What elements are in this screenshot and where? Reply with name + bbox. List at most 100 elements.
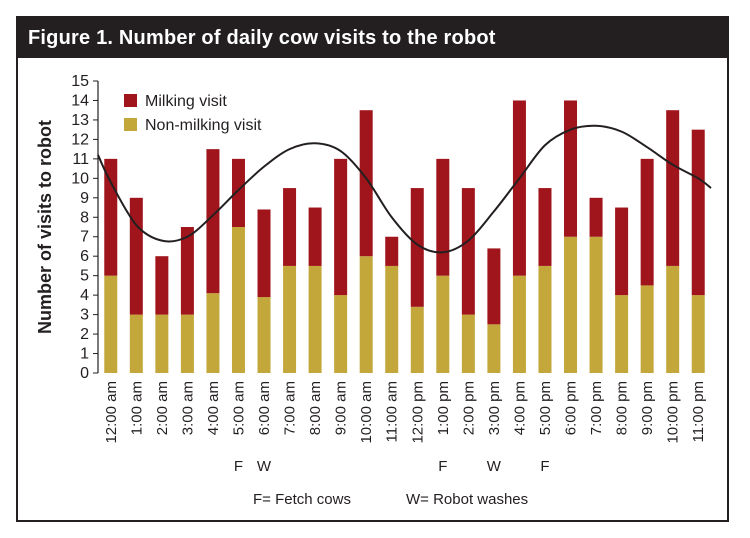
bar-non-milking	[691, 295, 705, 373]
note-robot-washes: W= Robot washes	[406, 491, 528, 508]
x-tick-label: 6:00 pm	[563, 381, 580, 435]
bar-non-milking	[180, 314, 194, 373]
bar-milking	[487, 248, 501, 325]
x-tick-label: 5:00 pm	[537, 381, 554, 435]
bar-non-milking	[129, 314, 143, 373]
x-tick-label: 9:00 am	[333, 381, 350, 435]
bar-non-milking	[487, 324, 501, 373]
x-tick-label: 2:00 am	[154, 381, 171, 435]
bar-non-milking	[461, 314, 475, 373]
bar-non-milking	[410, 306, 424, 373]
x-tick-label: 4:00 am	[205, 381, 222, 435]
y-tick-label: 10	[71, 170, 89, 187]
bar-non-milking	[257, 297, 271, 373]
y-tick-label: 12	[71, 131, 89, 148]
x-tick-label: 2:00 pm	[460, 381, 477, 435]
bar-non-milking	[385, 265, 399, 373]
bar-milking	[410, 188, 424, 307]
bar-milking	[129, 197, 143, 315]
bar-milking	[436, 158, 450, 276]
x-tick-label: 11:00 am	[384, 381, 401, 442]
bar-non-milking	[283, 265, 297, 373]
bar-non-milking	[436, 275, 450, 373]
x-tick-label: 12:00 am	[103, 381, 120, 444]
y-tick-label: 4	[80, 287, 89, 304]
x-tick-label: 3:00 pm	[486, 381, 503, 435]
y-tick-label: 2	[80, 326, 89, 343]
note-fetch-cows: F= Fetch cows	[253, 491, 351, 508]
y-tick-label: 11	[72, 151, 89, 168]
y-axis-label: Number of visits to robot	[35, 120, 55, 334]
bar-non-milking	[564, 236, 578, 373]
x-tick-label: 10:00 am	[358, 381, 375, 444]
bar-milking	[691, 129, 705, 296]
y-tick-label: 13	[71, 112, 89, 129]
x-tick-label: 4:00 pm	[511, 381, 528, 435]
x-tick-label: 1:00 pm	[435, 381, 452, 435]
event-marker: W	[257, 458, 272, 475]
y-tick-label: 6	[80, 248, 89, 265]
bar-milking	[359, 110, 373, 257]
y-tick-label: 14	[71, 92, 89, 109]
bar-non-milking	[359, 256, 373, 373]
x-tick-label: 9:00 pm	[639, 381, 656, 435]
x-tick-label: 12:00 pm	[409, 381, 426, 444]
bar-milking	[666, 110, 680, 266]
bar-milking	[640, 158, 654, 286]
bar-non-milking	[334, 295, 348, 373]
event-marker: F	[234, 458, 243, 475]
bar-non-milking	[538, 265, 552, 373]
event-marker: F	[438, 458, 447, 475]
event-marker: W	[487, 458, 502, 475]
bar-non-milking	[512, 275, 526, 373]
trend-line	[97, 124, 712, 254]
x-tick-label: 8:00 pm	[614, 381, 631, 435]
legend: Milking visit Non-milking visit	[113, 86, 291, 138]
bar-non-milking	[206, 293, 220, 373]
bar-milking	[155, 256, 169, 315]
x-tick-label: 10:00 pm	[665, 381, 682, 444]
bar-milking	[257, 209, 271, 298]
bar-non-milking	[615, 295, 629, 373]
bar-milking	[385, 236, 399, 266]
y-tick-label: 3	[80, 307, 89, 324]
x-tick-label: 5:00 am	[230, 381, 247, 435]
bar-milking	[564, 100, 578, 237]
bar-milking	[231, 158, 245, 227]
legend-box	[113, 86, 291, 138]
event-marker: F	[540, 458, 549, 475]
y-tick-label: 15	[71, 73, 89, 90]
bar-milking	[334, 158, 348, 296]
bar-milking	[283, 188, 297, 266]
y-tick-label: 5	[80, 268, 89, 285]
bar-non-milking	[666, 265, 680, 373]
bar-non-milking	[589, 236, 603, 373]
x-tick-label: 6:00 am	[256, 381, 273, 435]
bar-milking	[615, 207, 629, 296]
bar-non-milking	[155, 314, 169, 373]
bar-milking	[180, 227, 194, 315]
legend-label: Non-milking visit	[145, 117, 262, 134]
x-tick-label: 8:00 am	[307, 381, 324, 435]
y-tick-label: 0	[80, 365, 89, 382]
bar-milking	[206, 149, 220, 294]
bars	[104, 100, 705, 373]
legend-swatch	[124, 94, 137, 107]
x-tick-label: 7:00 pm	[588, 381, 605, 435]
chart-title: Figure 1. Number of daily cow visits to …	[18, 18, 727, 58]
y-tick-label: 9	[80, 190, 89, 207]
bar-milking	[512, 100, 526, 276]
bar-milking	[308, 207, 322, 266]
bar-non-milking	[640, 285, 654, 373]
y-tick-label: 1	[80, 346, 89, 363]
bar-non-milking	[231, 227, 245, 373]
bar-milking	[538, 188, 552, 266]
x-tick-label: 1:00 am	[128, 381, 145, 435]
bar-milking	[589, 197, 603, 237]
bar-milking	[461, 188, 475, 315]
legend-swatch	[124, 118, 137, 131]
bar-milking	[104, 158, 118, 276]
